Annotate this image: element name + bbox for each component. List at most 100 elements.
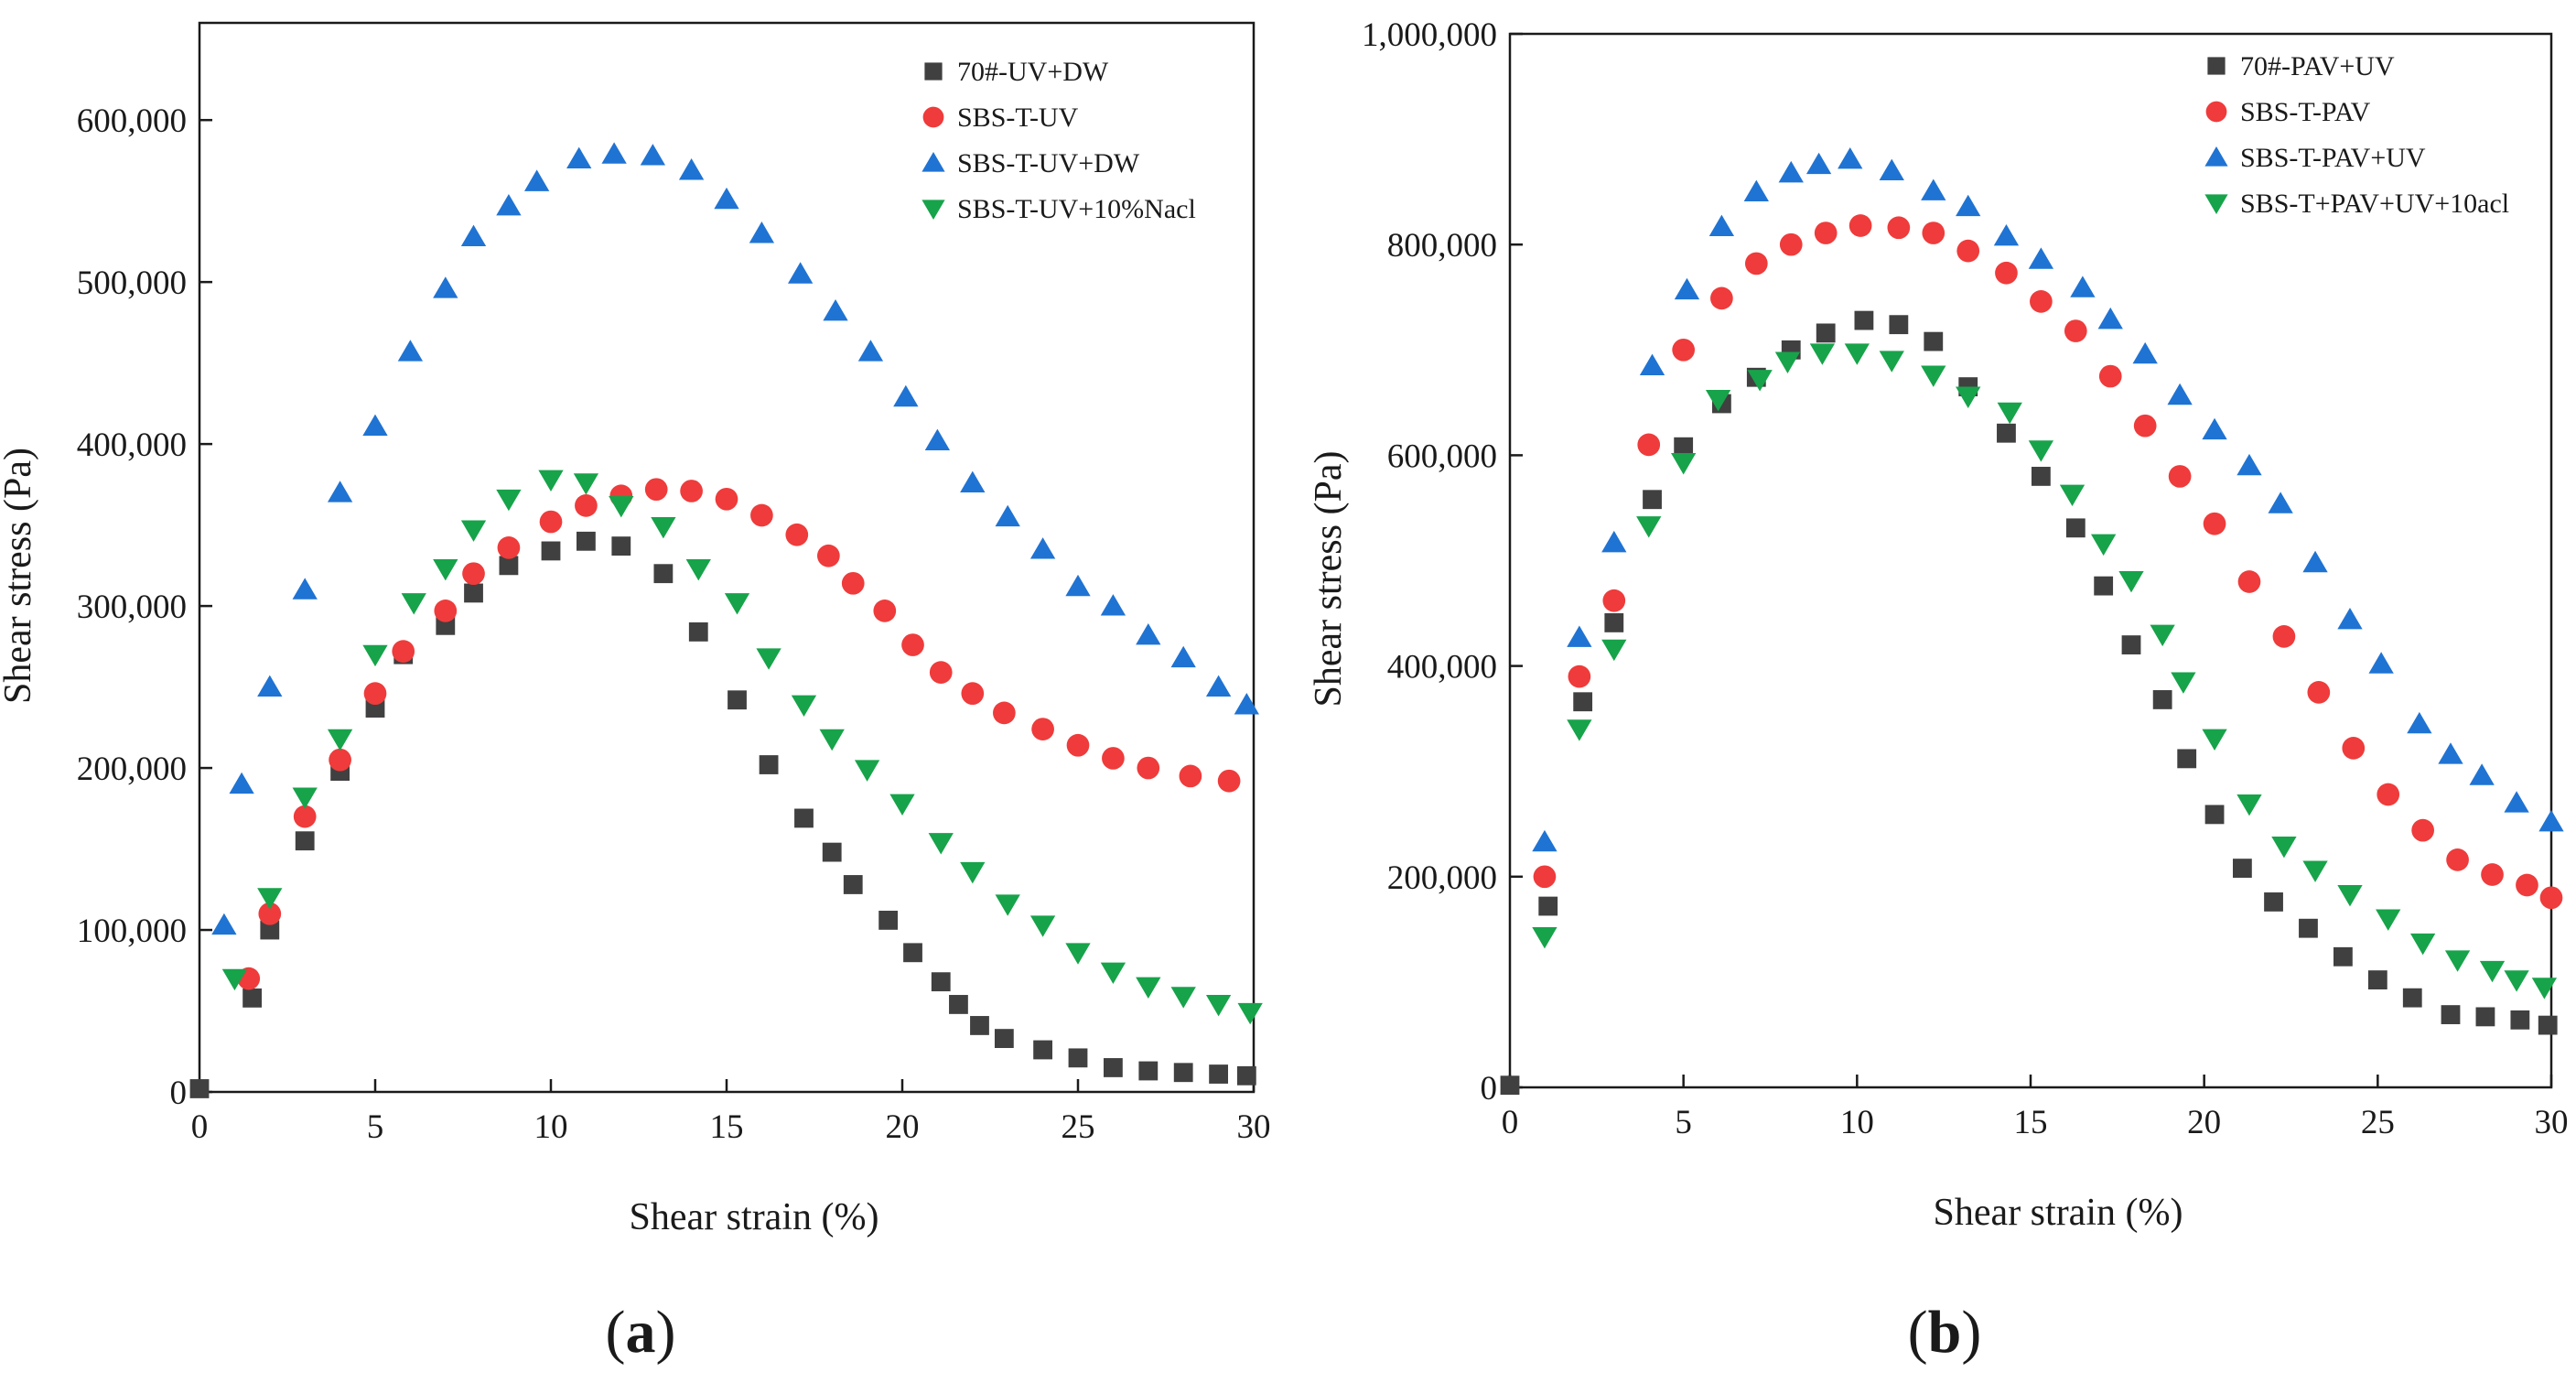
data-point (566, 146, 592, 169)
data-point (1205, 675, 1232, 697)
data-point (2299, 918, 2318, 938)
data-point (2064, 319, 2087, 342)
data-point (538, 470, 564, 492)
data-point (1844, 343, 1870, 365)
data-point (2171, 672, 2196, 694)
panel-label-letter: a (626, 1299, 656, 1366)
data-point (1743, 179, 1769, 202)
data-point (1838, 146, 1863, 169)
data-point (1136, 977, 1161, 999)
x-tick-label: 30 (2535, 1104, 2569, 1141)
data-point (1031, 718, 1054, 740)
data-point (1816, 323, 1836, 343)
data-point (258, 902, 282, 925)
data-point (822, 842, 842, 862)
x-tick-label: 10 (1840, 1104, 1874, 1141)
y-tick-label: 400,000 (77, 427, 187, 464)
data-point (2376, 909, 2401, 931)
legend-marker (2204, 194, 2228, 214)
data-point (2531, 978, 2558, 999)
data-point (1778, 160, 1804, 183)
data-point (2152, 690, 2172, 709)
data-point (929, 661, 953, 684)
data-point (1636, 516, 1662, 538)
data-point (2368, 652, 2394, 674)
y-tick-label: 500,000 (77, 265, 187, 302)
data-point (1567, 625, 1592, 647)
data-point (970, 1016, 989, 1035)
data-point (1532, 829, 1557, 852)
data-point (2504, 791, 2529, 813)
data-point (2168, 465, 2192, 488)
data-point (1137, 756, 1160, 780)
data-point (2479, 960, 2506, 983)
data-point (651, 516, 676, 539)
x-tick-label: 15 (2014, 1104, 2048, 1141)
x-tick-label: 20 (2187, 1104, 2221, 1141)
data-point (1237, 1002, 1263, 1025)
data-point (1887, 216, 1911, 240)
x-tick-label: 0 (191, 1108, 209, 1146)
data-point (1068, 1048, 1088, 1068)
y-tick-label: 200,000 (77, 751, 187, 788)
data-point (1639, 353, 1665, 375)
data-point (1774, 351, 1801, 373)
data-point (2302, 550, 2328, 573)
data-point (960, 470, 986, 492)
data-point (257, 888, 283, 910)
data-point (995, 504, 1020, 527)
panel-label-open: ( (606, 1299, 626, 1366)
data-point (2409, 933, 2436, 956)
data-point (2367, 970, 2387, 989)
series-4 (221, 470, 1263, 1025)
data-point (1604, 613, 1624, 632)
legend-marker (2204, 146, 2228, 167)
data-point (1744, 252, 1768, 276)
y-tick-label: 200,000 (1387, 859, 1497, 897)
y-tick-label: 0 (1481, 1070, 1498, 1107)
x-tick-label: 25 (1062, 1108, 1095, 1146)
legend-label: SBS-T+PAV+UV+10acl (2240, 189, 2509, 219)
data-point (843, 875, 863, 894)
data-point (1601, 530, 1627, 553)
data-point (392, 640, 415, 663)
data-point (2150, 624, 2175, 647)
data-point (728, 690, 747, 710)
data-point (756, 648, 781, 670)
data-point (434, 600, 458, 622)
data-point (2444, 950, 2471, 972)
data-point (2402, 988, 2422, 1008)
data-point (523, 169, 550, 191)
data-point (460, 520, 487, 542)
data-point (785, 523, 809, 546)
data-point (611, 536, 631, 556)
data-point (2203, 512, 2226, 535)
data-point (2481, 863, 2504, 886)
y-tick-label: 800,000 (1387, 227, 1497, 265)
data-point (499, 556, 519, 576)
data-point (1236, 1065, 1256, 1086)
y-tick-label: 600,000 (1387, 438, 1497, 475)
data-point (1217, 769, 1241, 793)
data-point (794, 808, 814, 828)
data-point (2236, 794, 2262, 816)
data-point (497, 536, 521, 559)
data-point (1100, 962, 1126, 985)
data-point (1710, 286, 1733, 310)
y-tick-label: 600,000 (77, 103, 187, 140)
data-point (823, 299, 848, 321)
data-point (1995, 261, 2018, 285)
data-point (787, 262, 814, 284)
data-point (2333, 946, 2353, 967)
data-point (1533, 865, 1557, 889)
data-point (854, 760, 880, 782)
data-point (1879, 158, 1904, 181)
data-point (397, 340, 424, 362)
data-point (1922, 221, 1945, 244)
data-point (2272, 625, 2296, 648)
data-point (464, 583, 483, 603)
data-point (1170, 645, 1196, 668)
data-point (878, 911, 899, 930)
data-point (685, 558, 711, 581)
